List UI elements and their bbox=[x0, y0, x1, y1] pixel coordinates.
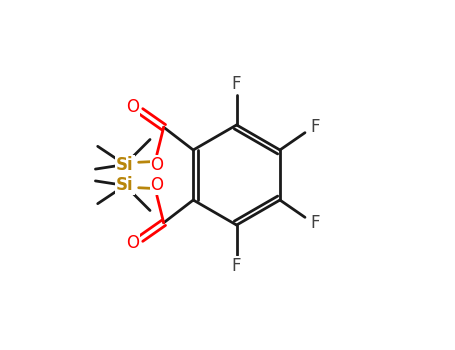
Text: O: O bbox=[150, 155, 163, 174]
Text: O: O bbox=[126, 234, 139, 252]
Text: F: F bbox=[311, 118, 320, 136]
Text: O: O bbox=[150, 176, 163, 195]
Text: F: F bbox=[232, 75, 241, 93]
Text: Si: Si bbox=[116, 155, 134, 174]
Text: Si: Si bbox=[116, 176, 134, 195]
Text: F: F bbox=[232, 257, 241, 275]
Text: F: F bbox=[311, 214, 320, 232]
Text: O: O bbox=[126, 98, 139, 116]
